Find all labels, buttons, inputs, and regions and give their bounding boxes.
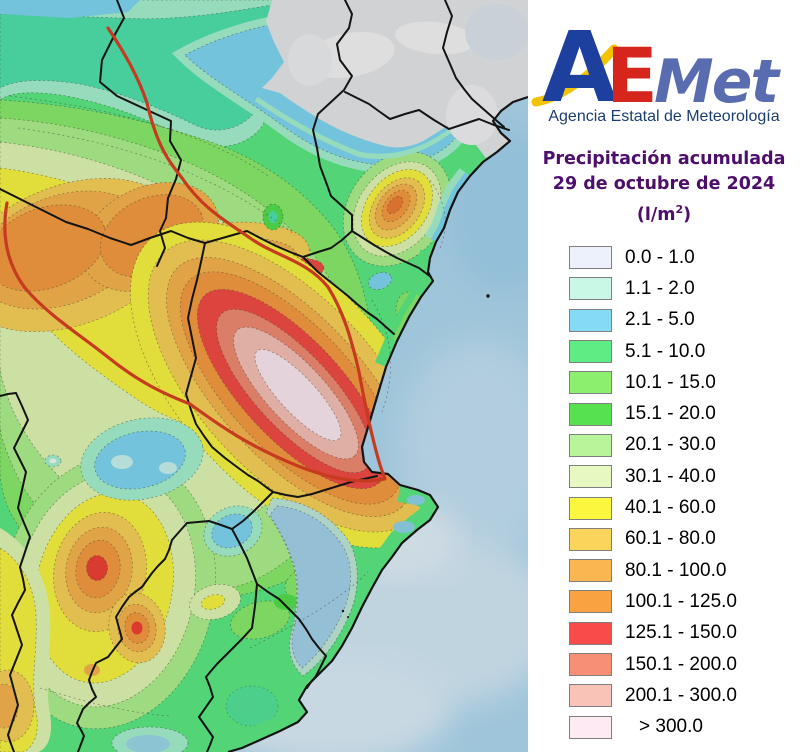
legend-label: 10.1 - 15.0	[625, 371, 716, 393]
title-unit: (l/m2)	[636, 203, 692, 225]
province-borders	[0, 0, 510, 752]
legend-row: 40.1 - 60.0	[569, 492, 737, 523]
legend-swatch	[569, 496, 612, 520]
info-panel: A E Met Agencia Estatal de Meteorología …	[528, 0, 800, 752]
legend-label: 5.1 - 10.0	[625, 340, 706, 362]
legend-label: 2.1 - 5.0	[625, 309, 695, 331]
hillshade-texture	[0, 0, 528, 752]
legend-swatch	[569, 402, 612, 426]
legend-label: 0.0 - 1.0	[625, 246, 695, 268]
legend-swatch	[569, 715, 612, 739]
coastline	[227, 95, 528, 752]
legend-row: 60.1 - 80.0	[569, 524, 737, 555]
legend-label: 125.1 - 150.0	[625, 622, 737, 644]
legend-row: 125.1 - 150.0	[569, 618, 737, 649]
legend-row: 5.1 - 10.0	[569, 336, 737, 367]
title-line2: 29 de octubre de 2024	[552, 174, 776, 194]
legend-label: 200.1 - 300.0	[625, 684, 737, 706]
legend-label: 60.1 - 80.0	[625, 528, 716, 550]
legend-swatch	[569, 371, 612, 395]
legend-label: 1.1 - 2.0	[625, 277, 695, 299]
legend-row: 10.1 - 15.0	[569, 367, 737, 398]
precipitation-map	[0, 0, 528, 752]
precipitation-legend: 0.0 - 1.0 1.1 - 2.0 2.1 - 5.0 5.1 - 10.0…	[569, 242, 737, 743]
legend-row: 30.1 - 40.0	[569, 461, 737, 492]
legend-swatch	[569, 246, 612, 270]
map-panel	[0, 0, 528, 752]
logo-letters-met: Met	[654, 47, 781, 108]
legend-swatch	[569, 684, 612, 708]
title-line1: Precipitación acumulada	[542, 149, 786, 169]
legend-swatch	[569, 465, 612, 489]
legend-row: 150.1 - 200.0	[569, 649, 737, 680]
logo-letter-e: E	[606, 31, 658, 108]
legend-swatch	[569, 621, 612, 645]
legend-label: 40.1 - 60.0	[625, 497, 716, 519]
legend-row: 15.1 - 20.0	[569, 398, 737, 429]
aemet-logo: A E Met	[531, 11, 783, 108]
island-dots	[341, 294, 490, 618]
legend-label: 150.1 - 200.0	[625, 653, 737, 675]
legend-row: 2.1 - 5.0	[569, 305, 737, 336]
legend-row: 1.1 - 2.0	[569, 273, 737, 304]
legend-swatch	[569, 433, 612, 457]
legend-swatch	[569, 527, 612, 551]
legend-swatch	[569, 559, 612, 583]
legend-swatch	[569, 340, 612, 364]
legend-row: 80.1 - 100.0	[569, 555, 737, 586]
logo-letter-a: A	[542, 11, 617, 108]
legend-swatch	[569, 308, 612, 332]
logo-swoosh-icon	[531, 44, 619, 107]
legend-label: 20.1 - 30.0	[625, 434, 716, 456]
legend-row: 20.1 - 30.0	[569, 430, 737, 461]
legend-swatch	[569, 277, 612, 301]
map-title: Precipitación acumulada 29 de octubre de…	[528, 147, 800, 228]
legend-row: > 300.0	[569, 711, 737, 742]
legend-swatch	[569, 590, 612, 614]
legend-label: 80.1 - 100.0	[625, 559, 727, 581]
legend-row: 0.0 - 1.0	[569, 242, 737, 273]
warning-boundary-lines	[3, 26, 387, 483]
legend-label: 30.1 - 40.0	[625, 465, 716, 487]
legend-row: 200.1 - 300.0	[569, 680, 737, 711]
agency-name: Agencia Estatal de Meteorología	[548, 108, 780, 125]
legend-label: 100.1 - 125.0	[625, 590, 737, 612]
legend-label: 15.1 - 20.0	[625, 403, 716, 425]
legend-label: > 300.0	[639, 716, 703, 738]
legend-swatch	[569, 653, 612, 676]
legend-row: 100.1 - 125.0	[569, 586, 737, 617]
